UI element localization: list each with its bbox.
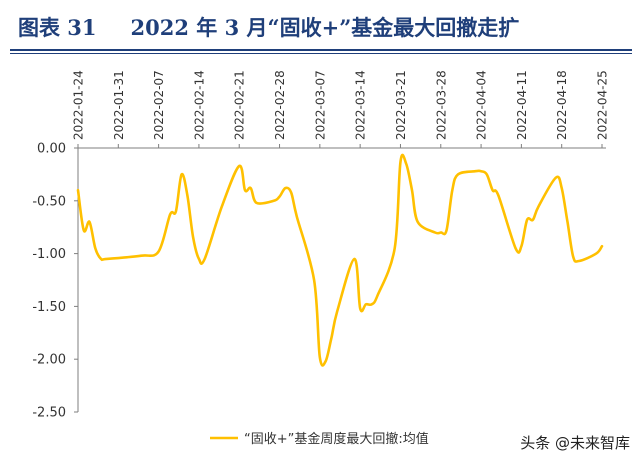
figure-header: 图表 31 2022 年 3 月“固收+”基金最大回撤走扩 [0,0,640,54]
x-tick-label: 2022-02-14 [192,70,206,140]
x-tick-label: 2022-02-21 [233,70,247,140]
x-tick-label: 2022-01-24 [72,70,86,140]
figure-title: 图表 31 2022 年 3 月“固收+”基金最大回撤走扩 [18,12,519,42]
chart-axes: 0.00 -0.50 -1.00 -1.50 -2.00 -2.50 2022-01-24 2… [32,70,609,420]
figure-number: 图表 31 [18,15,97,40]
legend-label: “固收+”基金周度最大回撤:均值 [244,431,429,447]
x-tick-label: 2022-01-31 [112,70,126,140]
watermark: 头条 @未来智库 [520,434,630,452]
x-tick-label: 2022-03-14 [354,70,368,140]
x-tick-label: 2022-03-21 [394,70,408,140]
y-tick-label: -2.00 [32,353,66,368]
chart-legend: “固收+”基金周度最大回撤:均值 [210,431,429,447]
figure-title-text: 2022 年 3 月“固收+”基金最大回撤走扩 [130,15,520,40]
x-tick-label: 2022-04-04 [475,70,489,140]
x-tick-label: 2022-03-28 [434,70,448,140]
y-tick-label: -1.00 [32,247,66,262]
x-tick-label: 2022-04-18 [555,70,569,140]
y-tick-label: -1.50 [32,300,66,315]
chart-series [76,153,604,367]
y-tick-label: -0.50 [32,194,66,209]
y-tick-label: -2.50 [32,406,66,421]
header-rule-thin [10,53,632,54]
x-tick-label: 2022-04-11 [515,70,529,140]
y-tick-label: 0.00 [37,142,66,157]
x-tick-label: 2022-02-28 [273,70,287,140]
series-line [76,153,604,367]
x-tick-label: 2022-02-07 [152,70,166,140]
x-tick-label: 2022-03-07 [313,70,327,140]
header-rule [10,49,632,51]
x-tick-label: 2022-04-25 [596,70,610,140]
